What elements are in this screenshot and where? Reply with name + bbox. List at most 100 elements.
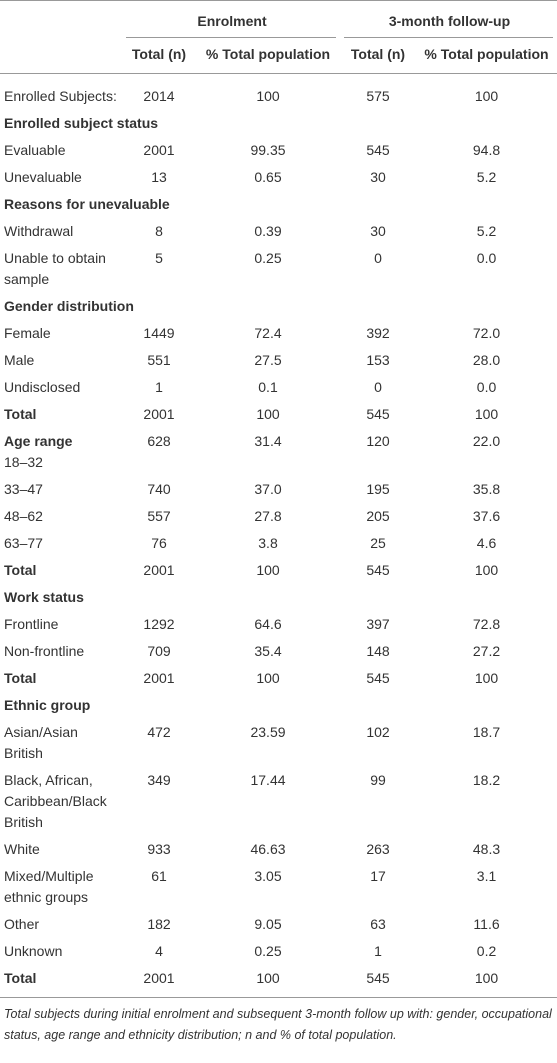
section-label: Ethnic group — [4, 697, 91, 713]
cell-value: 100 — [474, 670, 499, 686]
cell-value: 551 — [147, 352, 171, 368]
table-row: Non-frontline 709 35.4 148 27.2 — [0, 638, 557, 665]
cell-value: 4 — [155, 943, 163, 959]
cell-value: 0 — [374, 250, 382, 266]
row-label: Age range 18–32 — [0, 428, 122, 476]
cell-value: 99 — [370, 772, 386, 788]
cell-value: 397 — [366, 616, 390, 632]
row-label: Mixed/Multiple ethnic groups — [0, 863, 122, 911]
table-row: Mixed/Multiple ethnic groups 61 3.05 17 3.1 — [0, 863, 557, 911]
corner — [0, 38, 122, 74]
table-row: Reasons for unevaluable — [0, 191, 557, 218]
row-label: Reasons for unevaluable — [0, 191, 557, 218]
label-text: Unable to obtain sample — [4, 250, 106, 287]
label-text: Undisclosed — [4, 379, 81, 395]
cell-value: 0.2 — [476, 943, 497, 959]
table-row: Enrolled subject status — [0, 110, 557, 137]
cell-value: 933 — [147, 841, 171, 857]
cell-value: 28.0 — [472, 352, 501, 368]
cell-value: 545 — [366, 670, 390, 686]
cell-value: 30 — [370, 223, 386, 239]
cell-value: 25 — [370, 535, 386, 551]
label-text: Total — [4, 562, 37, 578]
label-text: Total — [4, 970, 37, 986]
row-label: Unevaluable — [0, 164, 122, 191]
cell-value: 17.44 — [250, 772, 286, 788]
cell-value: 557 — [147, 508, 171, 524]
cell-value: 61 — [151, 868, 167, 884]
group-header: Enrolment — [122, 1, 340, 38]
row-label: Enrolled Subjects: — [0, 74, 122, 111]
label-text: Other — [4, 916, 40, 932]
row-label: Unknown — [0, 938, 122, 965]
table-row: Unevaluable 13 0.65 30 5.2 — [0, 164, 557, 191]
cell-value: 35.4 — [254, 643, 282, 659]
table-row: Total 2001 100 545 100 — [0, 557, 557, 584]
cell-value: 2001 — [143, 670, 175, 686]
label-text: 48–62 — [4, 508, 43, 524]
cell-value: 5.2 — [476, 223, 497, 239]
row-label: Frontline — [0, 611, 122, 638]
cell-value: 628 — [147, 433, 171, 449]
top-rule — [0, 0, 557, 1]
label-text: Non-frontline — [4, 643, 85, 659]
column-header: % Total population — [414, 38, 557, 74]
table-row: Age range 18–32 628 31.4 120 22.0 — [0, 428, 557, 476]
column-header: Total (n) — [122, 38, 194, 74]
label-text: Total — [4, 406, 37, 422]
cell-value: 182 — [147, 916, 171, 932]
label-text: Enrolled Subjects: — [4, 88, 117, 104]
cell-value: 1 — [155, 379, 163, 395]
row-label: 48–62 — [0, 503, 122, 530]
cell-value: 0.1 — [258, 379, 278, 395]
footnote: Total subjects during initial enrolment … — [4, 1007, 552, 1042]
column-header: % Total population — [194, 38, 341, 74]
section-label: Work status — [4, 589, 84, 605]
table-row: Work status — [0, 584, 557, 611]
table-row: Unable to obtain sample 5 0.25 0 0.0 — [0, 245, 557, 293]
cell-value: 349 — [147, 772, 171, 788]
cell-value: 5.2 — [476, 169, 497, 185]
cell-value: 0.65 — [254, 169, 282, 185]
table-row: 48–62 557 27.8 205 37.6 — [0, 503, 557, 530]
cell-value: 1 — [374, 943, 382, 959]
table-row: Enrolled Subjects: 2014 100 575 100 — [0, 74, 557, 111]
label-text: 33–47 — [4, 481, 43, 497]
cell-value: 2014 — [143, 88, 175, 104]
cell-value: 263 — [366, 841, 390, 857]
cell-value: 72.4 — [254, 325, 282, 341]
group-header: 3-month follow-up — [340, 1, 557, 38]
cell-value: 9.05 — [254, 916, 282, 932]
label-text: White — [4, 841, 40, 857]
label-text: Withdrawal — [4, 223, 74, 239]
table-row: Undisclosed 1 0.1 0 0.0 — [0, 374, 557, 401]
cell-value: 205 — [366, 508, 390, 524]
table-row: White 933 46.63 263 48.3 — [0, 836, 557, 863]
column-header: Total (n) — [340, 38, 415, 74]
label-text: 63–77 — [4, 535, 43, 551]
table-row: Asian/Asian British 472 23.59 102 18.7 — [0, 719, 557, 767]
cell-value: 0 — [374, 379, 382, 395]
cell-value: 1449 — [143, 325, 175, 341]
cell-value: 72.8 — [472, 616, 501, 632]
label-text: Unknown — [4, 943, 63, 959]
row-label: Unable to obtain sample — [0, 245, 122, 293]
cell-value: 35.8 — [472, 481, 501, 497]
row-label: Non-frontline — [0, 638, 122, 665]
cell-value: 545 — [340, 965, 415, 998]
table-row: Total 2001 100 545 100 — [0, 665, 557, 692]
cell-value: 13 — [151, 169, 167, 185]
cell-value: 18.2 — [472, 772, 501, 788]
table-row: Unknown 4 0.25 1 0.2 — [0, 938, 557, 965]
label-text: Mixed/Multiple ethnic groups — [4, 868, 94, 905]
cell-value: 100 — [474, 562, 499, 578]
cell-value: 23.59 — [250, 724, 286, 740]
row-label: Ethnic group — [0, 692, 557, 719]
row-label: Gender distribution — [0, 293, 557, 320]
cell-value: 2001 — [143, 562, 175, 578]
label-text: Female — [4, 325, 51, 341]
row-label: 63–77 — [0, 530, 122, 557]
row-label: Total — [0, 665, 122, 692]
cell-value: 545 — [366, 562, 390, 578]
cell-value: 5 — [155, 250, 163, 266]
